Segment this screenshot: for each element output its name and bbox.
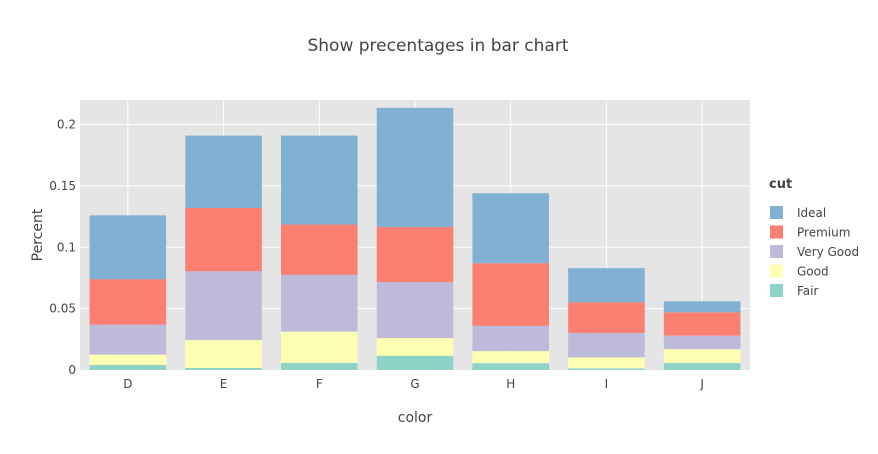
bar-very-good-D — [89, 324, 167, 355]
y-tick-label: 0 — [68, 363, 76, 377]
bar-good-J — [663, 349, 741, 363]
legend-entry: Very Good — [797, 245, 859, 259]
bar-ideal-I — [568, 268, 645, 303]
bar-premium-I — [568, 302, 645, 333]
bar-fair-E — [185, 367, 262, 370]
y-tick-label: 0.15 — [49, 179, 76, 193]
bar-ideal-E — [185, 135, 262, 208]
bar-very-good-I — [568, 332, 645, 358]
bar-premium-F — [281, 224, 358, 275]
bar-ideal-F — [281, 135, 358, 225]
y-tick-label: 0.2 — [57, 118, 76, 132]
x-tick-label: F — [316, 377, 323, 391]
x-axis-label: color — [398, 410, 433, 426]
bar-premium-J — [663, 312, 741, 336]
legend-swatch — [770, 245, 783, 258]
x-tick-label: G — [410, 377, 419, 391]
bar-ideal-J — [663, 301, 741, 313]
y-tick-label: 0.05 — [49, 302, 76, 316]
bar-fair-J — [663, 362, 741, 370]
bar-very-good-H — [472, 325, 549, 352]
plot-area: 0 0.05 0.1 0.15 0.2 D E F G H I J — [49, 100, 750, 391]
legend-swatch — [770, 206, 783, 219]
x-tick-label: H — [506, 377, 515, 391]
legend-swatch — [770, 284, 783, 297]
bar-very-good-J — [663, 335, 741, 350]
legend-entry: Premium — [797, 226, 850, 240]
bar-fair-G — [376, 355, 454, 370]
bar-ideal-G — [376, 107, 454, 227]
legend: cut Ideal Premium Very Good Good Fair — [769, 177, 859, 298]
legend-swatch — [770, 225, 783, 239]
legend-title: cut — [769, 177, 792, 192]
legend-swatch — [770, 264, 783, 278]
bar-good-G — [376, 338, 454, 356]
x-tick-label: D — [123, 377, 132, 391]
x-tick-label: J — [699, 377, 704, 391]
bar-fair-D — [89, 364, 167, 370]
bar-ideal-H — [472, 193, 549, 264]
bar-fair-I — [568, 368, 645, 370]
bar-premium-E — [185, 208, 262, 272]
bar-good-F — [281, 331, 358, 363]
bar-very-good-E — [185, 271, 262, 340]
bar-good-D — [89, 354, 167, 365]
legend-entry: Fair — [797, 284, 818, 298]
bar-fair-F — [281, 362, 358, 370]
legend-entry: Ideal — [797, 206, 826, 220]
bar-ideal-D — [89, 215, 167, 280]
y-axis-label: Percent — [30, 208, 46, 261]
bar-fair-H — [472, 363, 549, 370]
x-tick-label: I — [605, 377, 609, 391]
y-tick-label: 0.1 — [57, 240, 76, 254]
legend-entry: Good — [797, 265, 829, 279]
bar-premium-H — [472, 263, 549, 326]
bar-premium-D — [89, 279, 167, 325]
bar-good-I — [568, 357, 645, 369]
chart-title: Show precentages in bar chart — [307, 36, 568, 56]
bar-very-good-G — [376, 282, 454, 339]
bar-good-E — [185, 339, 262, 368]
bar-good-H — [472, 351, 549, 364]
x-tick-label: E — [220, 377, 228, 391]
bar-premium-G — [376, 226, 454, 283]
bar-very-good-F — [281, 274, 358, 332]
